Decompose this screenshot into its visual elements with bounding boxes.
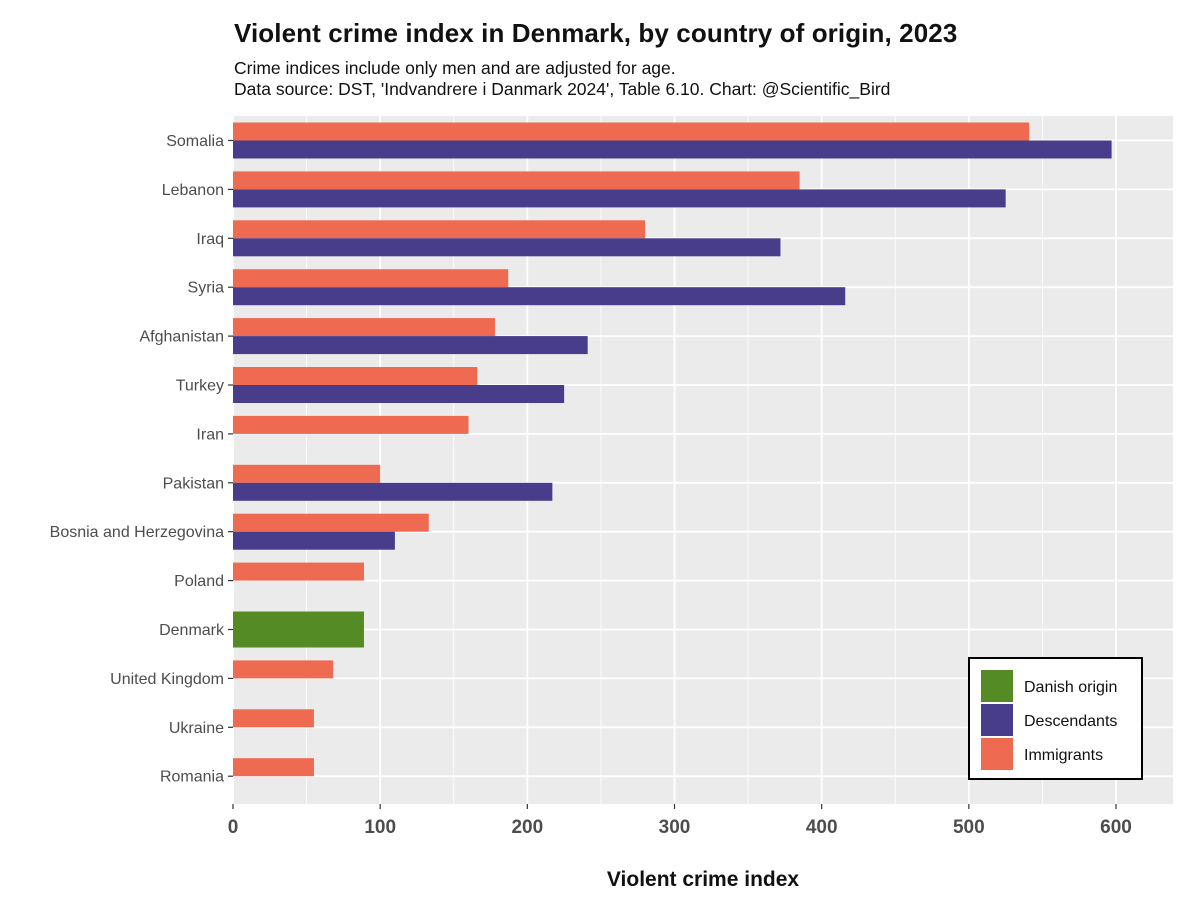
x-tick-label: 100 — [364, 817, 396, 838]
subtitle-line-2: Data source: DST, 'Indvandrere i Danmark… — [234, 79, 891, 99]
y-tick-label: Pakistan — [163, 475, 224, 492]
legend-label-immigrants: Immigrants — [1024, 747, 1103, 764]
y-tick-label: Romania — [160, 769, 224, 786]
x-tick-label: 600 — [1100, 817, 1132, 838]
y-tick-label: Lebanon — [162, 182, 224, 199]
bar-danish-origin-denmark — [233, 611, 364, 648]
bar-immigrants-united-kingdom — [233, 660, 334, 679]
legend-key-descendants — [981, 704, 1013, 736]
bar-immigrants-somalia — [233, 122, 1030, 141]
bar-descendants-lebanon — [233, 189, 1006, 208]
bar-descendants-syria — [233, 287, 846, 306]
y-tick-label: Iran — [196, 426, 224, 443]
bar-immigrants-bosnia-and-herzegovina — [233, 513, 429, 532]
y-tick-label: United Kingdom — [110, 671, 224, 688]
bar-immigrants-afghanistan — [233, 318, 495, 337]
bar-descendants-turkey — [233, 385, 565, 403]
bar-descendants-bosnia-and-herzegovina — [233, 531, 395, 550]
y-tick-label: Bosnia and Herzegovina — [50, 524, 224, 541]
y-tick-label: Somalia — [166, 133, 224, 150]
y-tick-label: Denmark — [159, 622, 225, 639]
x-tick-label: 500 — [953, 817, 985, 838]
bar-descendants-afghanistan — [233, 336, 588, 355]
bar-immigrants-pakistan — [233, 464, 381, 483]
legend-label-descendants: Descendants — [1024, 713, 1117, 730]
y-tick-label: Ukraine — [169, 720, 224, 737]
bar-immigrants-iran — [233, 415, 469, 434]
x-axis-title: Violent crime index — [607, 868, 799, 891]
bar-immigrants-lebanon — [233, 171, 800, 190]
subtitle-line-1: Crime indices include only men and are a… — [234, 58, 676, 78]
bar-descendants-iraq — [233, 238, 781, 257]
y-tick-label: Syria — [188, 280, 225, 297]
bar-descendants-somalia — [233, 140, 1112, 159]
chart-subtitle: Crime indices include only men and are a… — [234, 58, 890, 100]
legend-key-danish-origin — [981, 670, 1013, 702]
bar-immigrants-romania — [233, 758, 314, 777]
x-tick-label: 300 — [659, 817, 691, 838]
y-tick-label: Turkey — [176, 378, 224, 395]
bar-immigrants-syria — [233, 269, 509, 288]
legend-key-immigrants — [981, 738, 1013, 770]
bar-immigrants-ukraine — [233, 709, 314, 728]
bar-immigrants-poland — [233, 562, 364, 581]
x-tick-label: 0 — [228, 817, 239, 838]
y-tick-label: Poland — [174, 573, 224, 590]
bar-descendants-pakistan — [233, 482, 553, 501]
bar-immigrants-iraq — [233, 220, 646, 239]
x-tick-label: 200 — [511, 817, 543, 838]
bar-immigrants-turkey — [233, 367, 478, 385]
x-tick-label: 400 — [806, 817, 838, 838]
legend-label-danish-origin: Danish origin — [1024, 679, 1117, 696]
y-tick-label: Iraq — [196, 231, 224, 248]
chart-title: Violent crime index in Denmark, by count… — [234, 18, 958, 48]
y-tick-label: Afghanistan — [139, 329, 224, 346]
